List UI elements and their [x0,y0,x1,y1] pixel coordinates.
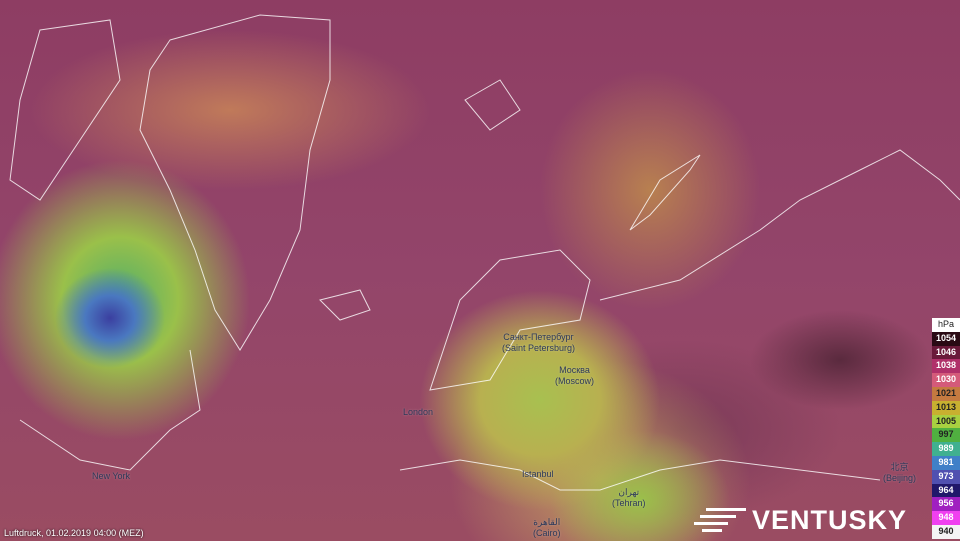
legend-item: 940 [932,524,960,539]
europe-south-coast [399,459,881,491]
brand-name: VENTUSKY [752,504,908,535]
legend-item: 973 [932,469,960,484]
legend-item: 1054 [932,331,960,346]
city-name-english: (Saint Petersburg) [502,343,576,353]
legend-unit: hPa [932,318,960,332]
city-name-native: 北京 [890,462,909,472]
city-name-native: Москва [559,365,590,375]
north-america-coast [19,349,201,471]
city-label-moscow[interactable]: Москва (Moscow) [555,365,594,387]
city-label-beijing[interactable]: 北京 (Beijing) [883,462,916,484]
legend-item: 1013 [932,400,960,415]
legend-item: 964 [932,483,960,498]
city-label-new-york[interactable]: New York [92,471,131,481]
city-name-english: (Moscow) [555,376,595,386]
legend-item: 1038 [932,359,960,374]
legend-item: 989 [932,442,960,456]
city-name-english: (Beijing) [883,473,917,483]
city-name-english: (Tehran) [612,498,646,508]
city-name-english: (Cairo) [533,528,561,538]
city-label-istanbul[interactable]: Istanbul [522,469,554,479]
city-label-cairo[interactable]: القاهرة (Cairo) [533,517,561,539]
canada-arctic-outline [9,19,121,201]
russia-coast [599,149,960,301]
city-label-saint-petersburg[interactable]: Санкт-Петербург (Saint Petersburg) [502,332,575,354]
ventusky-logo-icon [692,505,752,535]
city-label-tehran[interactable]: تهران (Tehran) [612,487,646,509]
iceland-outline [319,289,371,321]
city-label-london[interactable]: London [403,407,434,417]
legend-item: 997 [932,428,960,443]
greenland-outline [139,14,331,351]
legend-item: 956 [932,497,960,512]
layer-caption: Luftdruck, 01.02.2019 04:00 (MEZ) [4,528,144,538]
ventusky-logo[interactable]: VENTUSKY [692,503,907,537]
city-name-native: تهران [618,487,640,497]
legend-item: 1046 [932,345,960,360]
legend-item: 1021 [932,386,960,401]
legend-item: 1005 [932,414,960,429]
legend-item: 1030 [932,373,960,387]
city-name-native: القاهرة [533,517,561,527]
svalbard-outline [464,79,521,131]
scandinavia-outline [429,249,591,391]
legend-item: 981 [932,455,960,470]
novaya-zemlya-outline [629,154,701,231]
city-name-native: Санкт-Петербург [503,332,574,342]
pressure-legend: hPa 1054 1046 1038 1030 1021 1013 1005 997 989 98… [932,318,960,539]
legend-item: 948 [932,511,960,525]
